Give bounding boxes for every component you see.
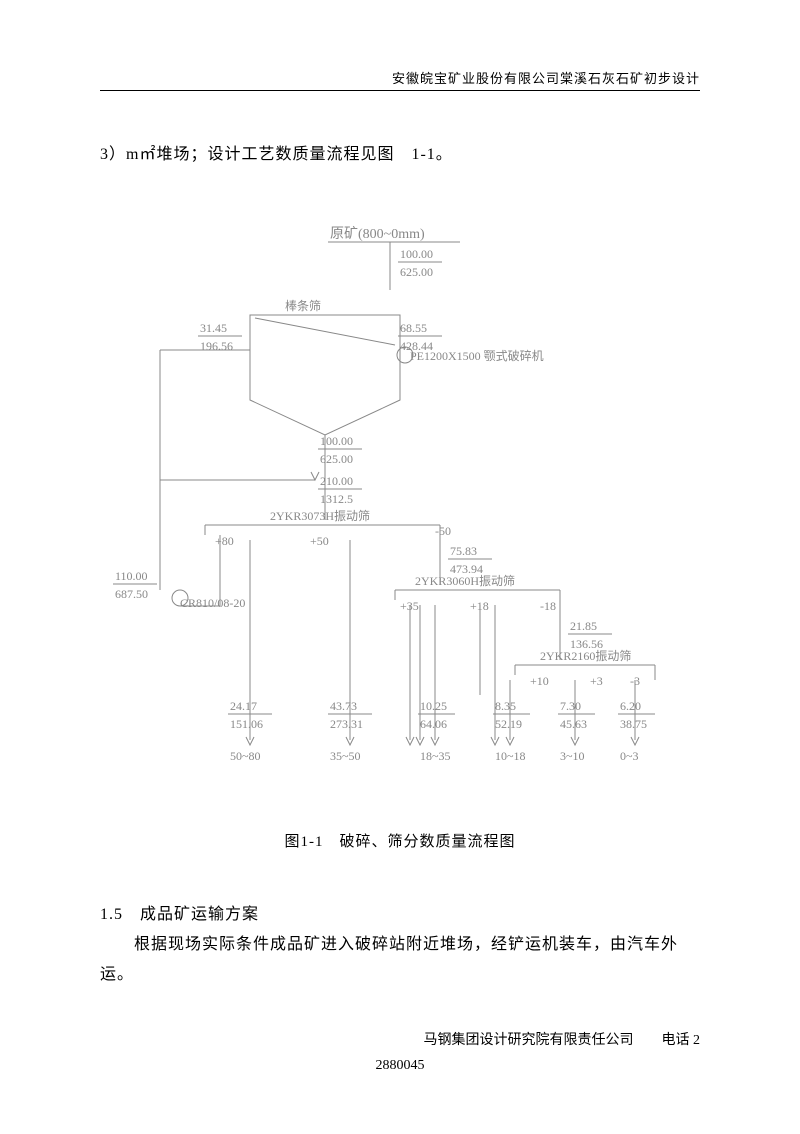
process-flowchart: 原矿(800~0mm)棒条筛PE1200X1500 颚式破碎机2YKR3073H… xyxy=(100,220,700,790)
svg-text:1312.5: 1312.5 xyxy=(320,492,353,506)
svg-text:10.25: 10.25 xyxy=(420,699,447,713)
header-rule xyxy=(100,90,700,91)
svg-text:+10: +10 xyxy=(530,674,549,688)
svg-text:68.55: 68.55 xyxy=(400,321,427,335)
svg-text:428.44: 428.44 xyxy=(400,339,433,353)
svg-text:625.00: 625.00 xyxy=(400,265,433,279)
svg-text:100.00: 100.00 xyxy=(400,247,433,261)
svg-text:0~3: 0~3 xyxy=(620,749,639,763)
svg-text:+35: +35 xyxy=(400,599,419,613)
svg-text:110.00: 110.00 xyxy=(115,569,148,583)
footer-page: 2880045 xyxy=(0,1058,800,1074)
svg-text:64.06: 64.06 xyxy=(420,717,447,731)
section-title: 1.5 成品矿运输方案 xyxy=(100,900,259,924)
svg-text:38.75: 38.75 xyxy=(620,717,647,731)
svg-text:3~10: 3~10 xyxy=(560,749,585,763)
svg-text:+3: +3 xyxy=(590,674,603,688)
svg-text:18~35: 18~35 xyxy=(420,749,451,763)
svg-text:10~18: 10~18 xyxy=(495,749,526,763)
paragraph-1: 3）m㎡堆场；设计工艺数质量流程见图 1-1。 xyxy=(100,140,453,164)
svg-text:-3: -3 xyxy=(630,674,640,688)
svg-text:136.56: 136.56 xyxy=(570,637,603,651)
svg-text:7.30: 7.30 xyxy=(560,699,581,713)
svg-text:52.19: 52.19 xyxy=(495,717,522,731)
svg-text:+18: +18 xyxy=(470,599,489,613)
svg-text:196.56: 196.56 xyxy=(200,339,233,353)
svg-text:50~80: 50~80 xyxy=(230,749,261,763)
svg-text:CR810/08-20: CR810/08-20 xyxy=(180,596,245,610)
svg-text:625.00: 625.00 xyxy=(320,452,353,466)
svg-text:原矿(800~0mm): 原矿(800~0mm) xyxy=(330,226,425,242)
page-header: 安徽皖宝矿业股份有限公司棠溪石灰石矿初步设计 xyxy=(392,68,700,87)
svg-text:8.35: 8.35 xyxy=(495,699,516,713)
svg-text:687.50: 687.50 xyxy=(115,587,148,601)
figure-caption: 图1-1 破碎、筛分数质量流程图 xyxy=(0,830,800,851)
footer-phone: 马钢集团设计研究院有限责任公司 电话 2 xyxy=(424,1029,701,1049)
svg-text:+80: +80 xyxy=(215,534,234,548)
svg-text:31.45: 31.45 xyxy=(200,321,227,335)
svg-text:-18: -18 xyxy=(540,599,556,613)
svg-text:-50: -50 xyxy=(435,524,451,538)
svg-text:210.00: 210.00 xyxy=(320,474,353,488)
svg-text:43.73: 43.73 xyxy=(330,699,357,713)
svg-text:473.94: 473.94 xyxy=(450,562,483,576)
svg-text:75.83: 75.83 xyxy=(450,544,477,558)
svg-text:棒条筛: 棒条筛 xyxy=(285,298,321,313)
svg-text:2YKR3073H振动筛: 2YKR3073H振动筛 xyxy=(270,508,370,523)
svg-text:100.00: 100.00 xyxy=(320,434,353,448)
paragraph-2: 根据现场实际条件成品矿进入破碎站附近堆场，经铲运机装车，由汽车外运。 xyxy=(100,930,700,990)
svg-text:24.17: 24.17 xyxy=(230,699,257,713)
svg-text:6.20: 6.20 xyxy=(620,699,641,713)
svg-text:45.63: 45.63 xyxy=(560,717,587,731)
svg-text:35~50: 35~50 xyxy=(330,749,361,763)
svg-text:151.06: 151.06 xyxy=(230,717,263,731)
svg-text:273.31: 273.31 xyxy=(330,717,363,731)
svg-text:+50: +50 xyxy=(310,534,329,548)
svg-text:21.85: 21.85 xyxy=(570,619,597,633)
